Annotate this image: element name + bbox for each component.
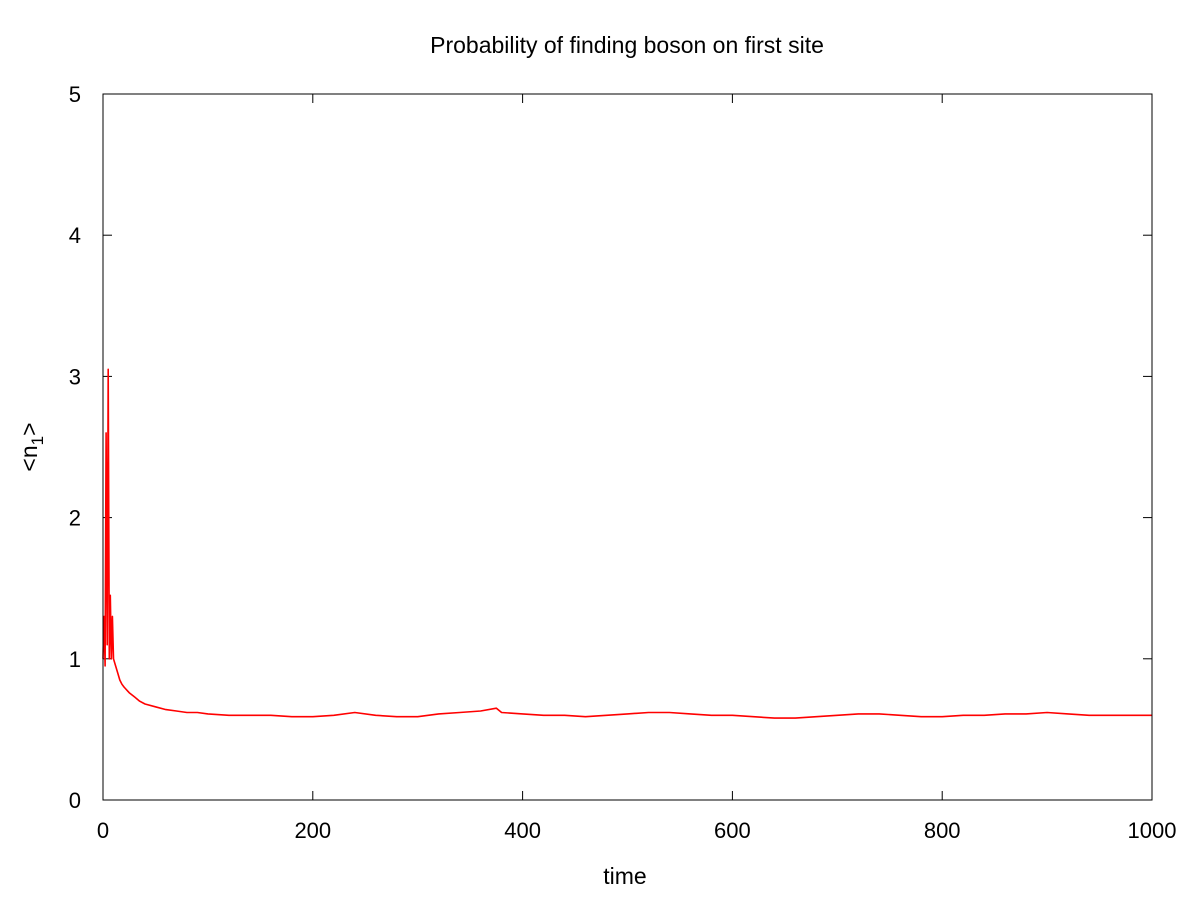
y-axis-label: <n1> (16, 422, 47, 471)
y-tick-label: 5 (69, 82, 81, 107)
x-tick-label: 600 (714, 818, 751, 843)
y-tick-label: 4 (69, 223, 81, 248)
series-line (102, 368, 1152, 719)
y-axis-label-subscript: 1 (28, 436, 47, 445)
y-tick-label: 3 (69, 364, 81, 389)
y-tick-label: 2 (69, 506, 81, 531)
y-tick-labels: 0 1 2 3 4 5 (69, 82, 81, 813)
y-axis-label-suffix: > (16, 422, 42, 435)
x-tick-label: 200 (294, 818, 331, 843)
x-tick-label: 400 (504, 818, 541, 843)
y-tick-label: 0 (69, 788, 81, 813)
x-tick-labels: 0 200 400 600 800 1000 (97, 818, 1177, 843)
y-tick-label: 1 (69, 647, 81, 672)
x-tick-label: 0 (97, 818, 109, 843)
x-axis-label: time (603, 863, 646, 889)
series-layer (102, 368, 1152, 719)
x-tick-label: 800 (924, 818, 961, 843)
x-tick-label: 1000 (1128, 818, 1177, 843)
chart-title: Probability of finding boson on first si… (430, 32, 824, 58)
y-axis-label-main: <n (16, 445, 42, 471)
plot-frame (102, 93, 1153, 801)
